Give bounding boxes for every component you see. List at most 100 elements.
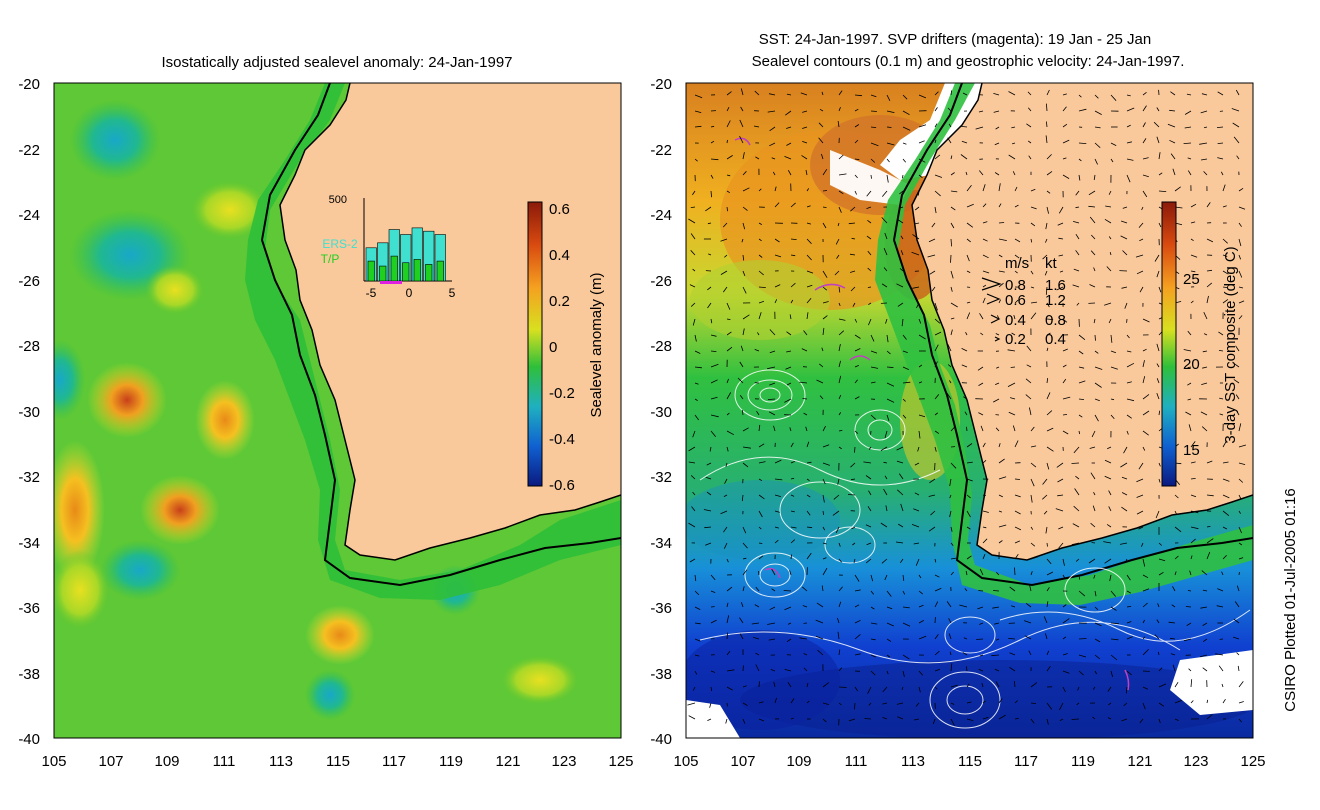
velocity-vector (994, 172, 1000, 176)
velocity-vector (1187, 382, 1192, 386)
velocity-vector (854, 139, 859, 144)
velocity-vector (1158, 478, 1161, 483)
velocity-vector (1078, 638, 1087, 640)
velocity-vector (998, 476, 1007, 480)
velocity-vector (885, 505, 888, 512)
velocity-vector (854, 94, 863, 97)
velocity-vector (1062, 378, 1067, 384)
velocity-vector (710, 396, 718, 400)
speed-legend-header-ms: m/s (1005, 255, 1029, 272)
velocity-vector (806, 238, 812, 244)
velocity-vector (806, 478, 810, 482)
velocity-vector (1030, 238, 1033, 243)
velocity-vector (726, 586, 733, 592)
velocity-vector (1142, 360, 1145, 368)
velocity-vector (902, 126, 911, 131)
velocity-vector (1030, 312, 1037, 320)
velocity-vector (961, 348, 968, 352)
velocity-vector (1206, 714, 1213, 720)
velocity-vector (710, 318, 713, 324)
velocity-vector (914, 222, 920, 225)
velocity-vector (1187, 366, 1192, 369)
right-colorbar-tick: 15 (1183, 442, 1200, 459)
velocity-vector (724, 254, 728, 258)
drifter-tracks (734, 137, 1130, 691)
velocity-vector (1046, 190, 1051, 194)
right-x-tick: 111 (845, 753, 868, 770)
velocity-vector (913, 718, 920, 721)
velocity-vector (790, 299, 794, 304)
velocity-vector (902, 110, 910, 116)
velocity-vector (1088, 205, 1096, 208)
velocity-vector (692, 491, 696, 496)
velocity-vector (1094, 590, 1097, 597)
velocity-vector (1090, 250, 1096, 256)
velocity-vector (950, 254, 952, 263)
velocity-vector (1072, 523, 1080, 528)
velocity-vector (1104, 218, 1112, 224)
velocity-vector (899, 190, 904, 195)
velocity-vector (1238, 542, 1243, 546)
velocity-vector (854, 589, 861, 592)
velocity-vector (934, 601, 939, 608)
velocity-vector (1158, 462, 1161, 467)
velocity-vector (870, 654, 876, 658)
velocity-vector (1238, 701, 1244, 704)
velocity-vector (1172, 664, 1176, 672)
velocity-vector (758, 542, 763, 544)
velocity-vector (1138, 462, 1144, 470)
velocity-vector (960, 154, 968, 160)
velocity-vector (1157, 651, 1160, 656)
velocity-vector (726, 120, 731, 128)
velocity-vector (772, 171, 776, 176)
velocity-vector (866, 206, 872, 209)
velocity-vector (880, 522, 888, 528)
velocity-vector (1174, 510, 1177, 515)
velocity-vector (1078, 380, 1086, 384)
velocity-vector (1190, 478, 1196, 480)
velocity-vector (724, 478, 728, 484)
velocity-vector (886, 350, 891, 355)
velocity-vector (774, 284, 781, 288)
velocity-vector (1174, 700, 1182, 704)
velocity-vector (838, 649, 841, 656)
velocity-vector (1222, 184, 1226, 192)
velocity-vector (1142, 430, 1149, 436)
velocity-vector (832, 510, 840, 516)
velocity-vector (758, 571, 760, 576)
velocity-vector (1030, 718, 1035, 724)
velocity-vector (1167, 123, 1176, 128)
velocity-vector (902, 142, 907, 145)
velocity-vector (755, 586, 760, 592)
velocity-vector (838, 90, 843, 96)
velocity-vector (1126, 141, 1132, 144)
velocity-vector (784, 398, 792, 403)
velocity-vector (694, 670, 698, 675)
velocity-vector (915, 702, 920, 707)
velocity-vector (790, 554, 792, 560)
velocity-vector (993, 398, 1000, 403)
velocity-vector (822, 702, 830, 705)
velocity-vector (1142, 636, 1146, 640)
velocity-vector (998, 183, 1001, 192)
velocity-vector (1185, 606, 1192, 608)
velocity-vector (886, 414, 890, 421)
velocity-vector (854, 379, 858, 384)
velocity-vector (1057, 478, 1064, 483)
velocity-vector (950, 718, 955, 726)
velocity-vector (1045, 238, 1048, 243)
velocity-vector (758, 701, 764, 704)
velocity-vector (1119, 542, 1128, 545)
velocity-vector (1094, 622, 1102, 627)
left-x-tick: 117 (382, 753, 406, 770)
velocity-vector (896, 446, 904, 451)
velocity-vector (918, 414, 926, 418)
velocity-vector (897, 219, 904, 224)
velocity-vector (1126, 398, 1135, 402)
velocity-vector (896, 283, 904, 288)
velocity-vector (980, 425, 984, 432)
velocity-vector (1011, 332, 1016, 336)
velocity-vector (1104, 558, 1112, 564)
velocity-vector (1110, 670, 1113, 678)
velocity-vector (838, 558, 842, 563)
